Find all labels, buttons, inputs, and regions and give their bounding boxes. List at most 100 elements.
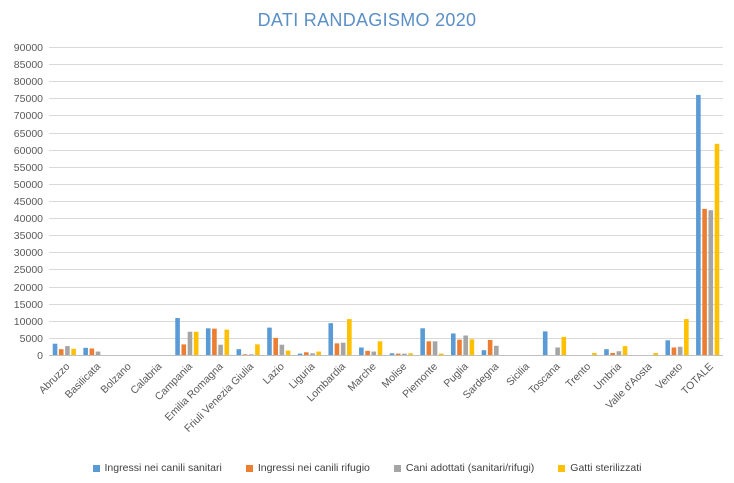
bar — [677, 346, 683, 355]
legend-label: Ingressi nei canili rifugio — [257, 462, 370, 474]
bar — [487, 339, 493, 355]
bar — [279, 344, 285, 355]
y-tick-label: 55000 — [14, 162, 43, 174]
bar — [285, 350, 291, 355]
x-tick-label: TOTALE — [679, 361, 716, 398]
bar — [359, 347, 364, 355]
legend-label: Cani adottati (sanitari/rifugi) — [405, 462, 535, 474]
bar — [708, 210, 714, 355]
bar — [395, 353, 401, 355]
y-tick-label: 5000 — [20, 333, 44, 345]
y-tick-label: 60000 — [14, 145, 43, 157]
y-tick-label: 20000 — [14, 282, 43, 294]
bar — [714, 143, 720, 355]
bar — [696, 94, 701, 356]
bar — [610, 352, 615, 355]
bar — [205, 328, 211, 355]
bar — [426, 341, 432, 355]
bar — [242, 354, 248, 355]
legend: Ingressi nei canili sanitari Ingressi nei… — [0, 462, 734, 474]
bar — [297, 353, 303, 355]
gridlines — [49, 47, 723, 356]
legend-swatch — [558, 464, 566, 472]
bar — [65, 346, 70, 355]
bar — [671, 347, 677, 355]
bar — [616, 351, 622, 355]
bar — [95, 351, 101, 355]
bar — [328, 323, 334, 355]
x-tick-label: Puglia — [442, 361, 471, 390]
bar — [481, 350, 487, 355]
y-tick-label: 80000 — [14, 76, 43, 88]
y-tick-label: 35000 — [14, 230, 43, 242]
legend-swatch — [92, 464, 100, 472]
y-tick-label: 85000 — [14, 59, 43, 71]
bar — [494, 345, 499, 355]
bar — [408, 353, 413, 355]
bar — [224, 329, 230, 355]
legend-item: Gatti sterilizzati — [558, 462, 641, 474]
bar — [334, 343, 340, 355]
bar — [665, 340, 671, 355]
x-tick-label: Lazio — [261, 361, 287, 387]
y-tick-label: 30000 — [14, 247, 43, 259]
x-tick-label: Bolzano — [98, 361, 133, 396]
bar — [340, 342, 346, 355]
legend-swatch — [245, 464, 253, 472]
bar — [702, 208, 707, 355]
x-tick-label: Toscana — [526, 361, 562, 397]
bar — [52, 343, 58, 355]
bar — [248, 354, 254, 355]
bar — [236, 349, 242, 355]
bar — [555, 347, 560, 355]
bar — [561, 336, 567, 355]
bar — [389, 353, 395, 355]
legend-item: Cani adottati (sanitari/rifugi) — [393, 462, 535, 474]
bar — [371, 351, 377, 355]
bar — [432, 341, 438, 355]
x-tick-label: Trento — [564, 361, 594, 391]
y-tick-label: 75000 — [14, 93, 43, 105]
y-tick-label: 50000 — [14, 179, 43, 191]
bar — [377, 341, 383, 355]
x-tick-label: Marche — [346, 361, 379, 394]
bar — [212, 328, 217, 355]
bar — [181, 344, 187, 355]
y-tick-label: 90000 — [14, 42, 43, 54]
bar — [187, 331, 193, 355]
bar — [592, 352, 597, 355]
y-tick-label: 0 — [37, 350, 43, 362]
bar — [622, 346, 628, 355]
bar — [267, 327, 272, 355]
y-tick-label: 40000 — [14, 213, 43, 225]
x-tick-label: Sicilia — [504, 361, 532, 389]
bar — [193, 331, 199, 355]
bar — [273, 337, 278, 355]
bar — [58, 349, 64, 355]
bar — [347, 319, 352, 355]
bar — [653, 352, 659, 355]
x-axis: AbruzzoBasilicataBolzanoCalabriaCampania… — [37, 361, 716, 435]
bar — [463, 335, 468, 355]
bar — [83, 347, 88, 355]
bar — [310, 353, 315, 355]
bar — [304, 352, 309, 355]
bars — [52, 94, 720, 356]
y-tick-label: 45000 — [14, 196, 43, 208]
bar — [450, 333, 456, 355]
y-tick-label: 65000 — [14, 128, 43, 140]
bar — [402, 353, 407, 355]
bar — [89, 348, 95, 355]
bar — [469, 339, 475, 355]
bar — [542, 331, 548, 355]
bar — [457, 339, 462, 355]
legend-swatch — [393, 464, 401, 472]
bar — [438, 353, 444, 355]
y-tick-label: 70000 — [14, 110, 43, 122]
bar — [365, 350, 370, 355]
bar — [71, 348, 76, 355]
legend-item: Ingressi nei canili sanitari — [92, 462, 222, 474]
bar — [175, 318, 180, 355]
chart-title: DATI RANDAGISMO 2020 — [257, 10, 477, 30]
